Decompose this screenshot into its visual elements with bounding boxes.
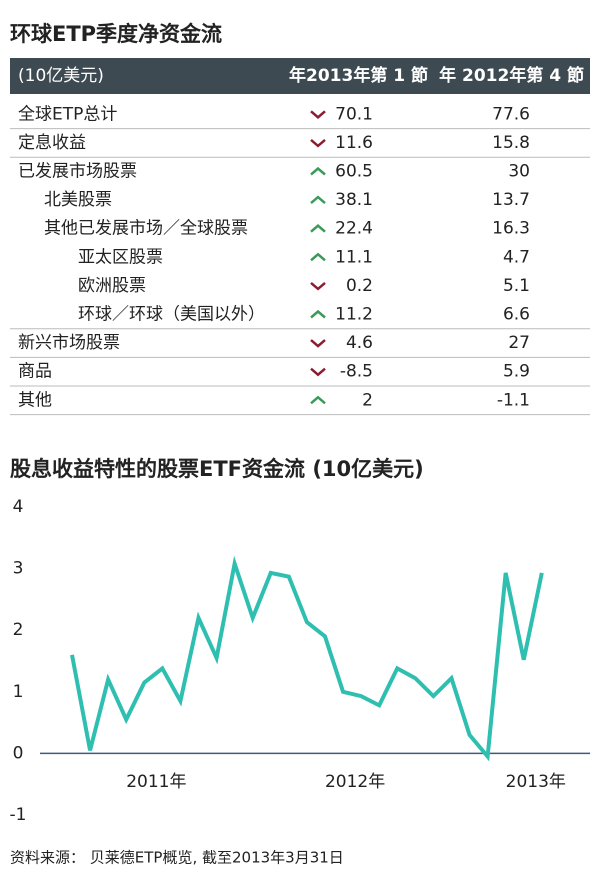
previous-value: 4.7: [503, 247, 530, 267]
current-value: 11.1: [335, 247, 373, 267]
row-label: 其他已发展市场／全球股票: [44, 219, 248, 239]
trend-up-arrow: [310, 309, 326, 319]
current-value: 4.6: [346, 333, 373, 353]
trend-up-arrow: [310, 395, 326, 405]
y-tick-label: 2: [13, 620, 24, 640]
y-tick-label: 4: [13, 497, 24, 517]
previous-value: -1.1: [497, 390, 530, 410]
previous-value: 6.6: [503, 305, 530, 325]
table-header: (10亿美元): [18, 66, 104, 86]
previous-value: 13.7: [492, 190, 530, 210]
current-value: 38.1: [335, 190, 373, 210]
trend-down-arrow: [310, 281, 326, 291]
table-title: 环球ETP季度净资金流: [10, 22, 222, 46]
previous-value: 15.8: [492, 133, 530, 153]
x-tick-label: 2013年: [506, 772, 566, 792]
y-tick-label: 0: [13, 743, 24, 763]
current-value: 11.2: [335, 305, 373, 325]
current-value: 11.6: [335, 133, 373, 153]
x-tick-label: 2012年: [325, 772, 385, 792]
y-tick-label: 1: [13, 682, 24, 702]
previous-value: 77.6: [492, 104, 530, 124]
table-header-bar: [10, 58, 590, 94]
trend-down-arrow: [310, 367, 326, 377]
data-line: [70, 555, 544, 762]
y-tick-label: 3: [13, 559, 24, 579]
trend-up-arrow: [310, 166, 326, 176]
trend-down-arrow: [310, 110, 326, 119]
previous-value: 27: [508, 333, 530, 353]
row-label: 新兴市场股票: [18, 333, 120, 353]
row-label: 定息收益: [18, 133, 86, 153]
trend-up-arrow: [310, 224, 326, 233]
previous-value: 5.1: [503, 276, 530, 296]
row-label: 其他: [18, 390, 52, 410]
table-header: 年 2012年第 4 節: [439, 65, 584, 86]
y-tick-label: -1: [10, 805, 27, 825]
row-label: 已发展市场股票: [18, 162, 137, 182]
current-value: 22.4: [335, 219, 373, 239]
current-value: -8.5: [340, 362, 373, 382]
x-tick-label: 2011年: [126, 772, 186, 792]
previous-value: 30: [508, 162, 530, 182]
row-label: 环球／环球（美国以外）: [78, 305, 265, 325]
current-value: 2: [362, 390, 373, 410]
chart-title: 股息收益特性的股票ETF资金流 (10亿美元): [10, 457, 424, 481]
current-value: 70.1: [335, 104, 373, 124]
trend-down-arrow: [310, 339, 326, 348]
row-label: 商品: [18, 362, 52, 382]
trend-up-arrow: [310, 195, 326, 205]
previous-value: 5.9: [503, 362, 530, 382]
current-value: 0.2: [346, 276, 373, 296]
previous-value: 16.3: [492, 219, 530, 239]
source-note: 资料来源： 贝莱德ETP概览, 截至2013年3月31日: [10, 849, 344, 867]
trend-up-arrow: [310, 252, 326, 262]
row-label: 北美股票: [44, 190, 112, 210]
table-header: 年2013年第 1 節: [289, 65, 428, 86]
current-value: 60.5: [335, 162, 373, 182]
row-label: 全球ETP总计: [18, 104, 117, 124]
row-label: 欧洲股票: [78, 276, 146, 296]
row-label: 亚太区股票: [78, 247, 163, 267]
trend-down-arrow: [310, 138, 326, 148]
